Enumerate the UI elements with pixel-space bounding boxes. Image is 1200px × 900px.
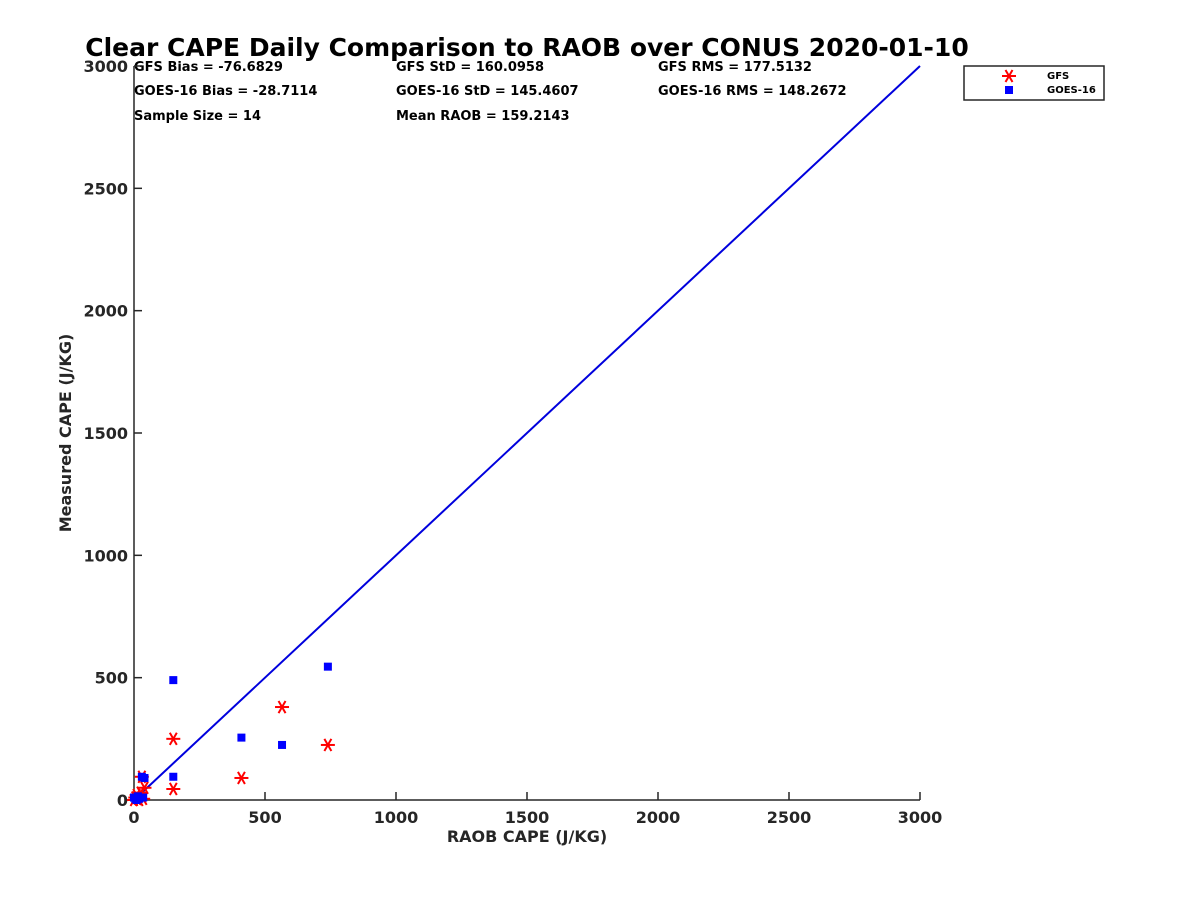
y-tick-label: 2500 bbox=[83, 179, 128, 198]
legend-gfs-marker bbox=[1002, 69, 1016, 83]
goes16-point bbox=[323, 662, 332, 671]
stat-sample-size: Sample Size = 14 bbox=[134, 109, 261, 124]
y-tick-label: 3000 bbox=[83, 57, 128, 76]
points-layer bbox=[127, 662, 335, 807]
y-tick-label: 1000 bbox=[83, 546, 128, 565]
y-tick-label: 2000 bbox=[83, 302, 128, 321]
x-tick-label: 2500 bbox=[767, 808, 812, 827]
goes16-point bbox=[169, 676, 178, 685]
one-to-one-line bbox=[133, 65, 921, 801]
y-tick-label: 0 bbox=[117, 791, 128, 810]
stat-goes16-rms: GOES-16 RMS = 148.2672 bbox=[658, 84, 847, 99]
x-ticks: 0 500 1000 1500 2000 2500 3000 bbox=[128, 792, 942, 827]
goes16-point bbox=[139, 793, 148, 802]
stat-goes16-std: GOES-16 StD = 145.4607 bbox=[396, 84, 579, 99]
goes16-point bbox=[278, 740, 287, 749]
gfs-point bbox=[320, 738, 335, 752]
gfs-point bbox=[166, 732, 181, 746]
x-tick-label: 1000 bbox=[374, 808, 419, 827]
legend: GFS GOES-16 bbox=[963, 65, 1105, 101]
y-ticks: 0 500 1000 1500 2000 2500 3000 bbox=[83, 57, 142, 810]
x-tick-label: 3000 bbox=[898, 808, 943, 827]
reference-line-layer bbox=[133, 65, 921, 801]
x-tick-label: 1500 bbox=[505, 808, 550, 827]
stat-gfs-rms: GFS RMS = 177.5132 bbox=[658, 60, 812, 75]
goes16-point bbox=[237, 733, 246, 742]
legend-gfs-label: GFS bbox=[1047, 71, 1069, 82]
goes16-point bbox=[169, 772, 178, 781]
stats-block: GFS Bias = -76.6829 GFS StD = 160.0958 G… bbox=[134, 60, 847, 124]
stat-gfs-std: GFS StD = 160.0958 bbox=[396, 60, 544, 75]
legend-goes16-label: GOES-16 bbox=[1047, 85, 1096, 96]
x-axis-label: RAOB CAPE (J/KG) bbox=[447, 827, 607, 846]
stat-gfs-bias: GFS Bias = -76.6829 bbox=[134, 60, 283, 75]
legend-goes16-marker bbox=[1005, 86, 1013, 94]
y-tick-label: 500 bbox=[95, 669, 128, 688]
x-tick-label: 0 bbox=[128, 808, 139, 827]
chart-title: Clear CAPE Daily Comparison to RAOB over… bbox=[85, 33, 968, 62]
stat-mean-raob: Mean RAOB = 159.2143 bbox=[396, 109, 570, 124]
stat-goes16-bias: GOES-16 Bias = -28.7114 bbox=[134, 84, 317, 99]
goes16-point bbox=[140, 773, 149, 782]
x-tick-label: 500 bbox=[248, 808, 281, 827]
gfs-point bbox=[234, 771, 249, 785]
gfs-point bbox=[137, 781, 152, 795]
gfs-point bbox=[166, 782, 181, 796]
legend-goes16-square bbox=[1005, 86, 1013, 94]
gfs-point bbox=[275, 700, 290, 714]
x-tick-label: 2000 bbox=[636, 808, 681, 827]
y-tick-label: 1500 bbox=[83, 424, 128, 443]
y-axis-label: Measured CAPE (J/KG) bbox=[56, 334, 75, 533]
legend-gfs-asterisk bbox=[1002, 69, 1016, 83]
legend-box bbox=[963, 65, 1105, 101]
